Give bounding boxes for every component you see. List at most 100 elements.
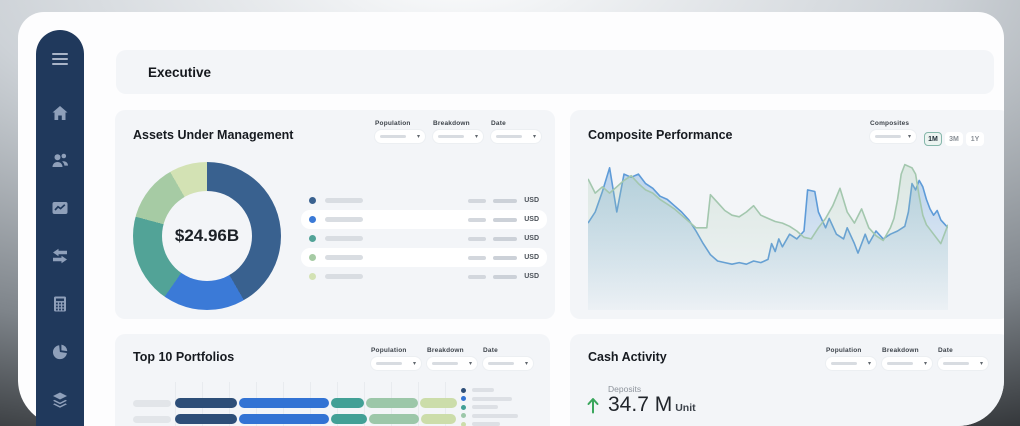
filter-breakdown: Breakdown ▾	[433, 120, 483, 143]
legend-dot	[461, 387, 466, 393]
filter-label: Population	[375, 120, 411, 127]
chart-icon	[51, 199, 69, 222]
select-placeholder	[488, 362, 514, 365]
breakdown-select[interactable]: ▾	[427, 357, 477, 370]
app-window: Executive Assets Under Management Popula…	[18, 12, 1004, 426]
portfolios-legend	[461, 386, 518, 426]
trend-up-arrow-icon	[587, 398, 599, 414]
sidebar-item-performance[interactable]	[36, 187, 84, 235]
legend-name-placeholder	[472, 422, 500, 426]
metric-value: 34.7 M	[608, 393, 673, 416]
sidebar-item-allocation[interactable]	[36, 330, 84, 378]
chevron-down-icon: ▾	[923, 360, 927, 367]
metric-unit: Unit	[675, 402, 696, 414]
population-select[interactable]: ▾	[375, 130, 425, 143]
aum-legend-row: USD	[301, 210, 547, 229]
portfolios-legend-item	[461, 395, 518, 404]
portfolio-bar-row	[133, 398, 459, 408]
sidebar-item-calculations[interactable]	[36, 283, 84, 331]
card-title: Assets Under Management	[133, 128, 294, 142]
card-title: Top 10 Portfolios	[133, 350, 235, 364]
chevron-down-icon: ▾	[416, 133, 420, 140]
layers-icon	[51, 391, 69, 414]
range-button-1m[interactable]: 1M	[924, 132, 942, 146]
composites-select[interactable]: ▾	[870, 130, 916, 143]
bar-segment	[331, 398, 364, 408]
population-select[interactable]: ▾	[371, 357, 421, 370]
legend-dot	[461, 396, 466, 402]
row-label-placeholder	[133, 399, 171, 407]
legend-value-placeholder	[493, 198, 518, 203]
aum-donut-chart: $24.96B	[133, 162, 281, 310]
legend-currency: USD	[524, 216, 539, 223]
legend-name-placeholder	[325, 236, 363, 241]
range-button-1y[interactable]: 1Y	[966, 132, 984, 146]
bar-segment	[421, 414, 456, 424]
chevron-down-icon: ▾	[532, 133, 536, 140]
breakdown-select[interactable]: ▾	[433, 130, 483, 143]
transfer-arrows-icon	[51, 247, 69, 270]
legend-dot	[461, 413, 466, 419]
chevron-down-icon: ▾	[907, 133, 911, 140]
card-composite-performance: Composite Performance Composites ▾ 1M 3M…	[570, 110, 1004, 319]
filter-label: Date	[938, 347, 953, 354]
filter-label: Breakdown	[882, 347, 919, 354]
select-placeholder	[887, 362, 913, 365]
users-icon	[51, 151, 69, 174]
sidebar-item-home[interactable]	[36, 91, 84, 139]
legend-dot	[309, 197, 316, 204]
donut-hole: $24.96B	[162, 191, 252, 281]
page-header: Executive	[116, 50, 994, 94]
population-select[interactable]: ▾	[826, 357, 876, 370]
select-placeholder	[380, 135, 406, 138]
select-placeholder	[943, 362, 969, 365]
legend-value-placeholder	[493, 236, 518, 241]
range-button-3m[interactable]: 3M	[945, 132, 963, 146]
sidebar-item-transactions[interactable]	[36, 235, 84, 283]
date-select[interactable]: ▾	[483, 357, 533, 370]
menu-button[interactable]	[36, 30, 84, 91]
home-icon	[51, 104, 69, 127]
card-title: Cash Activity	[588, 350, 667, 364]
filter-composites: Composites ▾	[870, 120, 916, 143]
legend-dot	[309, 254, 316, 261]
legend-name-placeholder	[472, 413, 518, 418]
legend-value-placeholder	[468, 198, 487, 203]
aum-total-value: $24.96B	[174, 226, 240, 245]
portfolios-legend-item	[461, 403, 518, 412]
breakdown-select[interactable]: ▾	[882, 357, 932, 370]
card-title: Composite Performance	[588, 128, 733, 142]
legend-currency: USD	[524, 197, 539, 204]
filter-breakdown: Breakdown ▾	[882, 347, 932, 370]
hamburger-icon	[52, 52, 68, 70]
bar-segment	[369, 414, 419, 424]
composite-green-area	[588, 164, 948, 310]
chevron-down-icon: ▾	[412, 360, 416, 367]
chevron-down-icon: ▾	[979, 360, 983, 367]
legend-value-placeholder	[468, 274, 487, 279]
filter-population: Population ▾	[371, 347, 421, 370]
chevron-down-icon: ▾	[468, 360, 472, 367]
chevron-down-icon: ▾	[867, 360, 871, 367]
aum-legend-row: USD	[301, 267, 547, 286]
legend-value-placeholder	[493, 255, 518, 260]
legend-name-placeholder	[472, 405, 498, 410]
sidebar-item-clients[interactable]	[36, 139, 84, 187]
sidebar-item-layers[interactable]	[36, 378, 84, 426]
select-placeholder	[376, 362, 402, 365]
bar-segment	[331, 414, 367, 424]
filter-date: Date ▾	[483, 347, 533, 370]
card-assets-under-management: Assets Under Management Population ▾ Bre…	[115, 110, 555, 319]
filter-label: Date	[491, 120, 506, 127]
portfolio-bar-row	[133, 414, 458, 424]
filter-date: Date ▾	[491, 120, 541, 143]
filter-population: Population ▾	[826, 347, 876, 370]
pie-chart-icon	[51, 343, 69, 366]
filter-label: Date	[483, 347, 498, 354]
filter-label: Breakdown	[433, 120, 470, 127]
composite-performance-chart	[588, 163, 948, 310]
bar-segment	[175, 398, 237, 408]
date-select[interactable]: ▾	[938, 357, 988, 370]
date-select[interactable]: ▾	[491, 130, 541, 143]
